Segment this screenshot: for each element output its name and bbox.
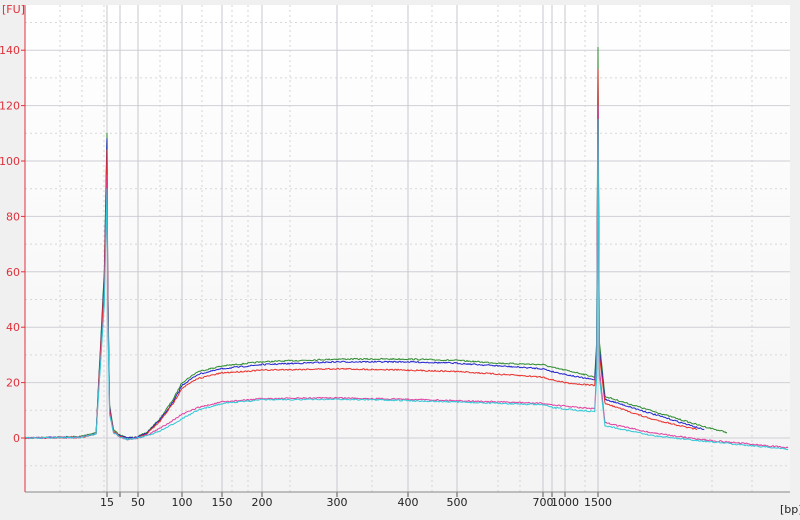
y-tick-label: 40 — [6, 321, 20, 334]
x-tick-label: 15 — [100, 496, 114, 509]
x-tick-label: 400 — [398, 496, 419, 509]
x-tick-label: 500 — [447, 496, 468, 509]
y-axis-label: [FU] — [2, 3, 25, 16]
x-tick-label: 700 — [533, 496, 554, 509]
y-tick-label: 80 — [6, 210, 20, 223]
series-line-3 — [25, 105, 789, 449]
x-axis-label: [bp] — [780, 503, 800, 516]
y-tick-label: 140 — [0, 44, 20, 57]
y-tick-label: 100 — [0, 155, 20, 168]
y-tick-label: 120 — [0, 100, 20, 113]
y-tick-label: 20 — [6, 377, 20, 390]
x-tick-label: 200 — [252, 496, 273, 509]
series-line-4 — [24, 118, 789, 451]
grid — [25, 5, 790, 492]
x-tick-label: 100 — [172, 496, 193, 509]
x-tick-label: 50 — [131, 496, 145, 509]
x-tick-label: 1000 — [551, 496, 579, 509]
x-tick-label: 150 — [212, 496, 233, 509]
series-group — [24, 46, 789, 451]
x-tick-label: 1500 — [584, 496, 612, 509]
y-tick-label: 60 — [6, 266, 20, 279]
y-tick-label: 0 — [13, 432, 20, 445]
x-tick-label: 300 — [327, 496, 348, 509]
